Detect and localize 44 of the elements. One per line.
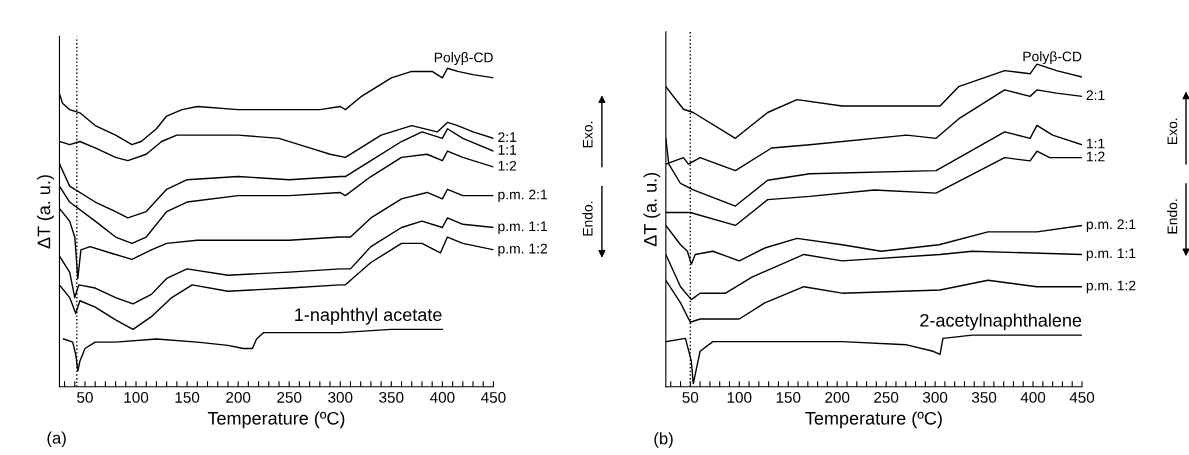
series-label: Polyβ-CD (1023, 51, 1082, 65)
x-tick-label: 450 (481, 392, 506, 403)
series-label: p.m. 1:1 (498, 221, 548, 234)
x-tick-label: 100 (124, 392, 149, 403)
text: (b) (654, 432, 673, 448)
x-tick-label: 250 (874, 392, 899, 403)
y-axis-title: ΔT (a. u.) (643, 172, 661, 247)
x-tick-label: 250 (277, 392, 302, 403)
series-label: 2:1 (1086, 90, 1105, 100)
series-label: 1:1 (498, 145, 517, 155)
text: Endo. (582, 201, 593, 236)
y-axis-title: ΔT (a. u.) (37, 175, 54, 249)
series-label: 1:2 (498, 160, 517, 171)
series-label: Polyβ-CD (434, 52, 493, 66)
series-label: p.m. 2:1 (1086, 219, 1136, 232)
x-tick-label: 300 (328, 392, 353, 403)
series-label: 1:1 (1086, 138, 1105, 149)
x-tick-label: 200 (825, 392, 850, 403)
x-tick-label: 50 (682, 392, 699, 403)
x-tick-label: 50 (77, 392, 93, 403)
x-tick-label: 150 (175, 392, 200, 403)
x-tick-label: 300 (922, 392, 948, 403)
x-tick-label: 100 (727, 392, 752, 403)
series-label: p.m. 1:1 (1086, 248, 1136, 261)
series-label: p.m. 1:2 (498, 243, 547, 257)
series-label: p.m. 1:2 (1086, 280, 1136, 294)
x-tick-label: 350 (971, 392, 997, 403)
text: Exo. (1167, 118, 1178, 144)
text: Endo. (1167, 199, 1178, 234)
x-tick-label: 200 (226, 392, 251, 403)
series-label: 1:2 (1086, 151, 1105, 162)
series-label: p.m. 2:1 (498, 189, 548, 203)
x-tick-label: 450 (1069, 392, 1095, 403)
series-label: 2:1 (498, 132, 517, 142)
x-axis-title: Temperature (ºC) (805, 411, 942, 429)
x-tick-label: 150 (776, 392, 801, 403)
x-tick-label: 400 (1020, 392, 1046, 403)
x-tick-label: 350 (379, 392, 404, 403)
series-label: 1-naphthyl acetate (295, 307, 442, 325)
series-label: 2-acetylnaphthalene (920, 313, 1082, 331)
x-tick-label: 400 (429, 392, 455, 403)
x-axis-title: Temperature (ºC) (207, 411, 345, 429)
text: (a) (47, 431, 66, 448)
text: Exo. (582, 121, 593, 148)
